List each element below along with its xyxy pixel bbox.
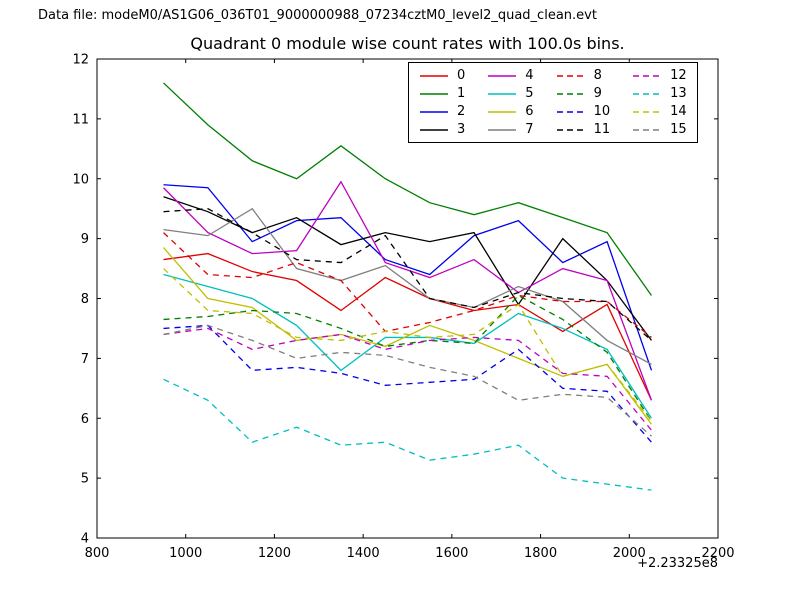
series-line-2 [163,184,653,371]
legend-entry-label: 13 [670,86,687,101]
legend-entry-14: 14 [632,104,687,119]
x-axis-offset-label: +2.23325e8 [637,556,718,571]
legend-line-sample [633,92,662,95]
legend-entry-label: 5 [525,86,534,101]
y-tick-label: 10 [72,172,89,187]
legend-entry-label: 3 [457,122,466,137]
series-line-7 [163,207,652,365]
legend-line-sample [556,110,585,113]
legend-entry-11: 11 [556,122,611,137]
series-line-4 [163,180,653,401]
datafile-label: Data file: modeM0/AS1G06_036T01_90000009… [38,8,597,23]
x-tick-label: 1200 [258,546,291,561]
legend-entry-6: 6 [487,104,534,119]
x-tick-label: 2200 [701,546,734,561]
legend-entry-7: 7 [487,122,534,137]
x-tick-label: 1600 [435,546,468,561]
y-tick-label: 7 [81,352,89,367]
legend-line-sample [488,128,517,131]
legend-line-sample [488,110,517,113]
legend-entry-label: 10 [593,104,611,119]
legend-entry-2: 2 [419,104,465,119]
legend-entry-13: 13 [632,86,687,101]
series-line-5 [163,273,653,419]
legend-line-sample [633,74,662,77]
legend-line-sample [556,128,585,131]
x-tick-label: 800 [85,546,110,561]
series-line-1 [163,82,652,296]
legend-line-sample [420,92,448,95]
y-tick-label: 8 [81,292,89,307]
legend-entry-label: 9 [593,86,602,101]
legend-entry-label: 1 [457,86,466,101]
series-line-6 [163,247,652,425]
x-tick-label: 1400 [347,546,380,561]
series-line-9 [163,294,653,422]
legend-entry-1: 1 [419,86,465,101]
series-line-14 [163,268,652,422]
series-line-15 [163,324,652,437]
series-line-10 [163,324,652,443]
legend-line-sample [488,92,517,95]
legend-line-sample [633,110,662,113]
legend-entry-4: 4 [487,68,534,83]
legend-entry-9: 9 [556,86,611,101]
series-line-8 [163,232,652,338]
y-tick-label: 6 [81,412,89,427]
legend-entry-15: 15 [632,122,687,137]
series-line-0 [163,252,653,401]
chart-title: Quadrant 0 module wise count rates with … [190,34,625,53]
legend-line-sample [420,128,448,131]
legend-line-sample [420,110,448,113]
legend-entry-label: 6 [525,104,534,119]
legend-line-sample [556,92,585,95]
y-tick-label: 9 [81,232,89,247]
series-line-12 [163,327,652,431]
y-tick-label: 4 [81,532,89,547]
legend-entry-8: 8 [556,68,611,83]
legend-line-sample [633,128,662,131]
legend-entry-label: 8 [593,68,602,83]
y-tick-label: 12 [72,53,89,68]
legend-line-sample [420,74,448,77]
legend-entry-0: 0 [419,68,465,83]
legend-entry-label: 2 [457,104,466,119]
legend-entry-10: 10 [556,104,611,119]
legend-entry-label: 4 [525,68,534,83]
legend-line-sample [488,74,517,77]
legend-line-sample [556,74,585,77]
y-tick-label: 11 [72,112,89,127]
series-line-13 [163,378,652,491]
x-tick-label: 2000 [613,546,646,561]
legend-entry-label: 11 [593,122,611,137]
legend-entry-label: 12 [670,68,687,83]
x-tick-label: 1000 [169,546,202,561]
legend-entry-12: 12 [632,68,687,83]
series-line-3 [163,196,652,341]
legend-entry-3: 3 [419,122,465,137]
legend-entry-label: 15 [670,122,687,137]
legend: 0 1 2 3 4 5 6 7 8 9 10 11 12 13 14 15 [408,62,698,143]
legend-entry-label: 0 [457,68,466,83]
y-tick-label: 5 [81,472,89,487]
legend-entry-5: 5 [487,86,534,101]
series-line-11 [163,208,652,341]
legend-entry-label: 14 [670,104,687,119]
x-tick-label: 1800 [524,546,557,561]
legend-entry-label: 7 [525,122,534,137]
